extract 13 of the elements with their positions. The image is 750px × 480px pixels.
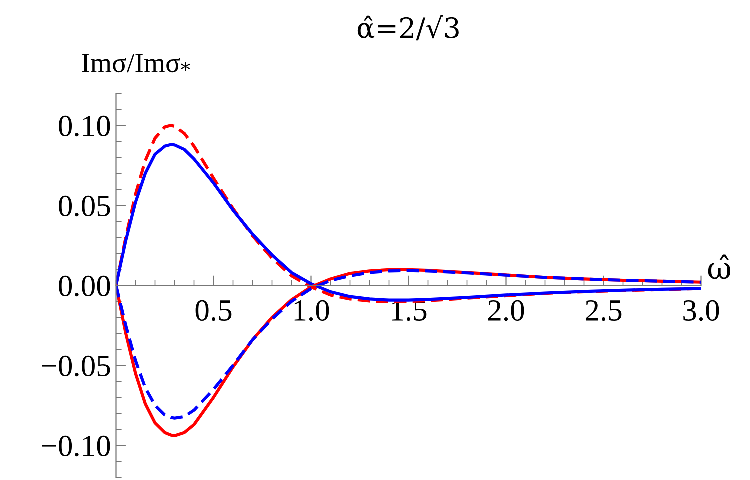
x-tick-label: 2.5 <box>586 300 622 322</box>
y-tick-label: −0.10 <box>42 436 110 457</box>
y-tick-label: 0.10 <box>59 116 110 137</box>
x-tick-label: 0.5 <box>196 300 232 322</box>
chart-title: α̂=2/√3 <box>358 16 459 41</box>
y-tick-label: 0.00 <box>59 276 110 297</box>
y-tick-label: 0.05 <box>59 196 110 217</box>
x-axis-title: ω̂ <box>708 254 731 280</box>
x-tick-label: 3.0 <box>684 300 720 322</box>
y-tick-label: −0.05 <box>42 356 110 377</box>
x-tick-label: 1.0 <box>294 300 330 322</box>
x-tick-label: 2.0 <box>488 300 524 322</box>
y-axis-title: Imσ/Imσ$_{*}$ <box>82 54 190 73</box>
